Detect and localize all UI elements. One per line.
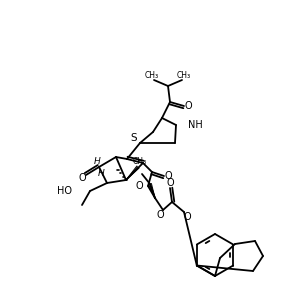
Text: O: O: [183, 212, 191, 222]
Text: S: S: [130, 133, 137, 143]
Text: O: O: [166, 178, 174, 188]
Text: HO: HO: [57, 186, 72, 196]
Text: H: H: [93, 157, 100, 165]
Text: O: O: [78, 173, 86, 183]
Text: O: O: [135, 181, 143, 191]
Text: O: O: [156, 210, 164, 220]
Text: O: O: [164, 171, 172, 181]
Text: NH: NH: [188, 120, 203, 130]
Text: CH₃: CH₃: [145, 71, 159, 79]
Text: CH₃: CH₃: [133, 157, 147, 165]
Text: O: O: [184, 101, 192, 111]
Text: CH₃: CH₃: [177, 71, 191, 79]
Text: H: H: [98, 168, 104, 178]
